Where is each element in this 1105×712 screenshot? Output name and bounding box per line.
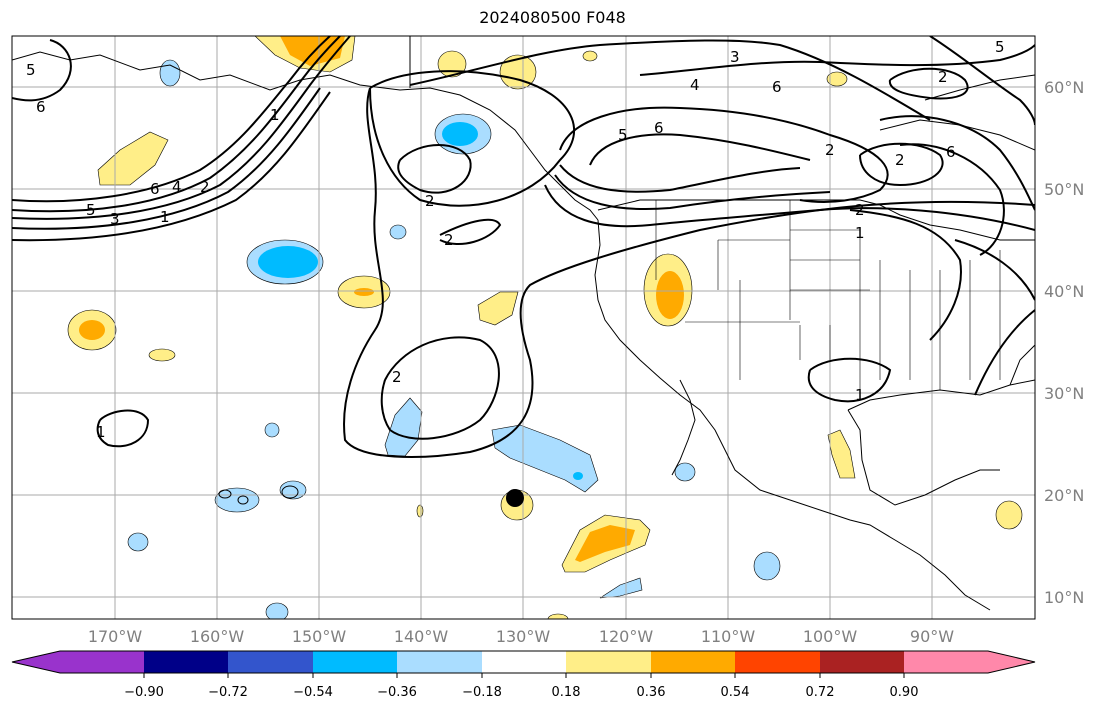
lon-label: 170°W	[88, 627, 143, 646]
contour-label: 4	[690, 76, 700, 94]
lon-label: 150°W	[292, 627, 347, 646]
colorbar-segment	[12, 651, 60, 673]
colorbar-tick-label: −0.18	[462, 685, 502, 700]
colorbar-tick-label: 0.54	[721, 685, 750, 700]
contour-label: 6	[772, 78, 782, 96]
contour-label: 1	[96, 423, 106, 441]
lat-label: 10°N	[1044, 588, 1084, 607]
colorbar-tick-label: −0.72	[208, 685, 248, 700]
contour-label: 4	[172, 178, 182, 196]
contour-label: 2	[444, 231, 454, 249]
contour-label: 6	[654, 119, 664, 137]
colorbar-segment	[566, 651, 651, 673]
contour-label: 2	[938, 68, 948, 86]
colorbar-segment	[735, 651, 820, 673]
colorbar-segment	[313, 651, 397, 673]
colorbar-tick-label: 0.18	[552, 685, 581, 700]
contour-label: 2	[895, 151, 905, 169]
lat-label: 60°N	[1044, 78, 1084, 97]
map-title: 2024080500 F048	[479, 8, 626, 27]
colorbar-segment	[144, 651, 228, 673]
height-contours	[12, 36, 1035, 458]
contour-label: 2	[425, 192, 435, 210]
lon-label: 90°W	[910, 627, 954, 646]
gridlines	[12, 36, 1035, 619]
colorbar-tick-label: −0.90	[124, 685, 164, 700]
contour-label: 1	[270, 106, 280, 124]
map-border	[11, 35, 1036, 620]
latitude-labels: 60°N 50°N 40°N 30°N 20°N 10°N	[1044, 78, 1084, 607]
colorbar-tick-label: −0.54	[293, 685, 333, 700]
state-borders	[655, 200, 1001, 400]
contour-label: 5	[26, 61, 36, 79]
contour-label: 2	[855, 201, 865, 219]
contour-label: 6	[36, 98, 46, 116]
anomaly-fills	[67, 36, 1023, 619]
colorbar: −0.90 −0.72 −0.54 −0.36 −0.18 0.18 0.36 …	[11, 650, 1036, 700]
colorbar-segment	[397, 651, 482, 673]
longitude-labels: 170°W 160°W 150°W 140°W 130°W 120°W 110°…	[88, 627, 954, 646]
contour-label: 6	[150, 180, 160, 198]
contour-label: 2	[200, 178, 210, 196]
contour-label: 6	[946, 143, 956, 161]
colorbar-segment	[228, 651, 313, 673]
contour-label: 3	[110, 210, 120, 228]
storm-marker	[506, 489, 524, 507]
contour-label: 5	[618, 126, 628, 144]
contour-label: 1	[855, 224, 865, 242]
colorbar-segment	[60, 651, 144, 673]
colorbar-segment	[482, 651, 566, 673]
contour-label: 1	[160, 208, 170, 226]
lon-label: 110°W	[701, 627, 756, 646]
lon-label: 160°W	[190, 627, 245, 646]
lon-label: 130°W	[496, 627, 551, 646]
contour-labels: 5 6 6 4 2 1 3 5 2 2 2 1 2 1 1 3 4 6 6 5 …	[26, 38, 1005, 441]
contour-label: 3	[730, 48, 740, 66]
colorbar-segment	[904, 651, 988, 673]
lon-label: 120°W	[599, 627, 654, 646]
contour-label: 1	[855, 386, 865, 404]
colorbar-tick-label: −0.36	[377, 685, 417, 700]
contour-label: 2	[392, 368, 402, 386]
contour-label: 5	[995, 38, 1005, 56]
contour-label: 2	[825, 141, 835, 159]
coastlines	[12, 36, 1035, 611]
colorbar-segment	[820, 651, 904, 673]
colorbar-segment	[988, 651, 1035, 673]
colorbar-tick-label: 0.90	[890, 685, 919, 700]
lon-label: 100°W	[803, 627, 858, 646]
lon-label: 140°W	[394, 627, 449, 646]
colorbar-tick-label: 0.36	[637, 685, 666, 700]
lat-label: 50°N	[1044, 180, 1084, 199]
colorbar-tick-label: 0.72	[806, 685, 835, 700]
lat-label: 40°N	[1044, 282, 1084, 301]
colorbar-segment	[651, 651, 735, 673]
contour-label: 5	[86, 201, 96, 219]
lat-label: 30°N	[1044, 384, 1084, 403]
lat-label: 20°N	[1044, 486, 1084, 505]
